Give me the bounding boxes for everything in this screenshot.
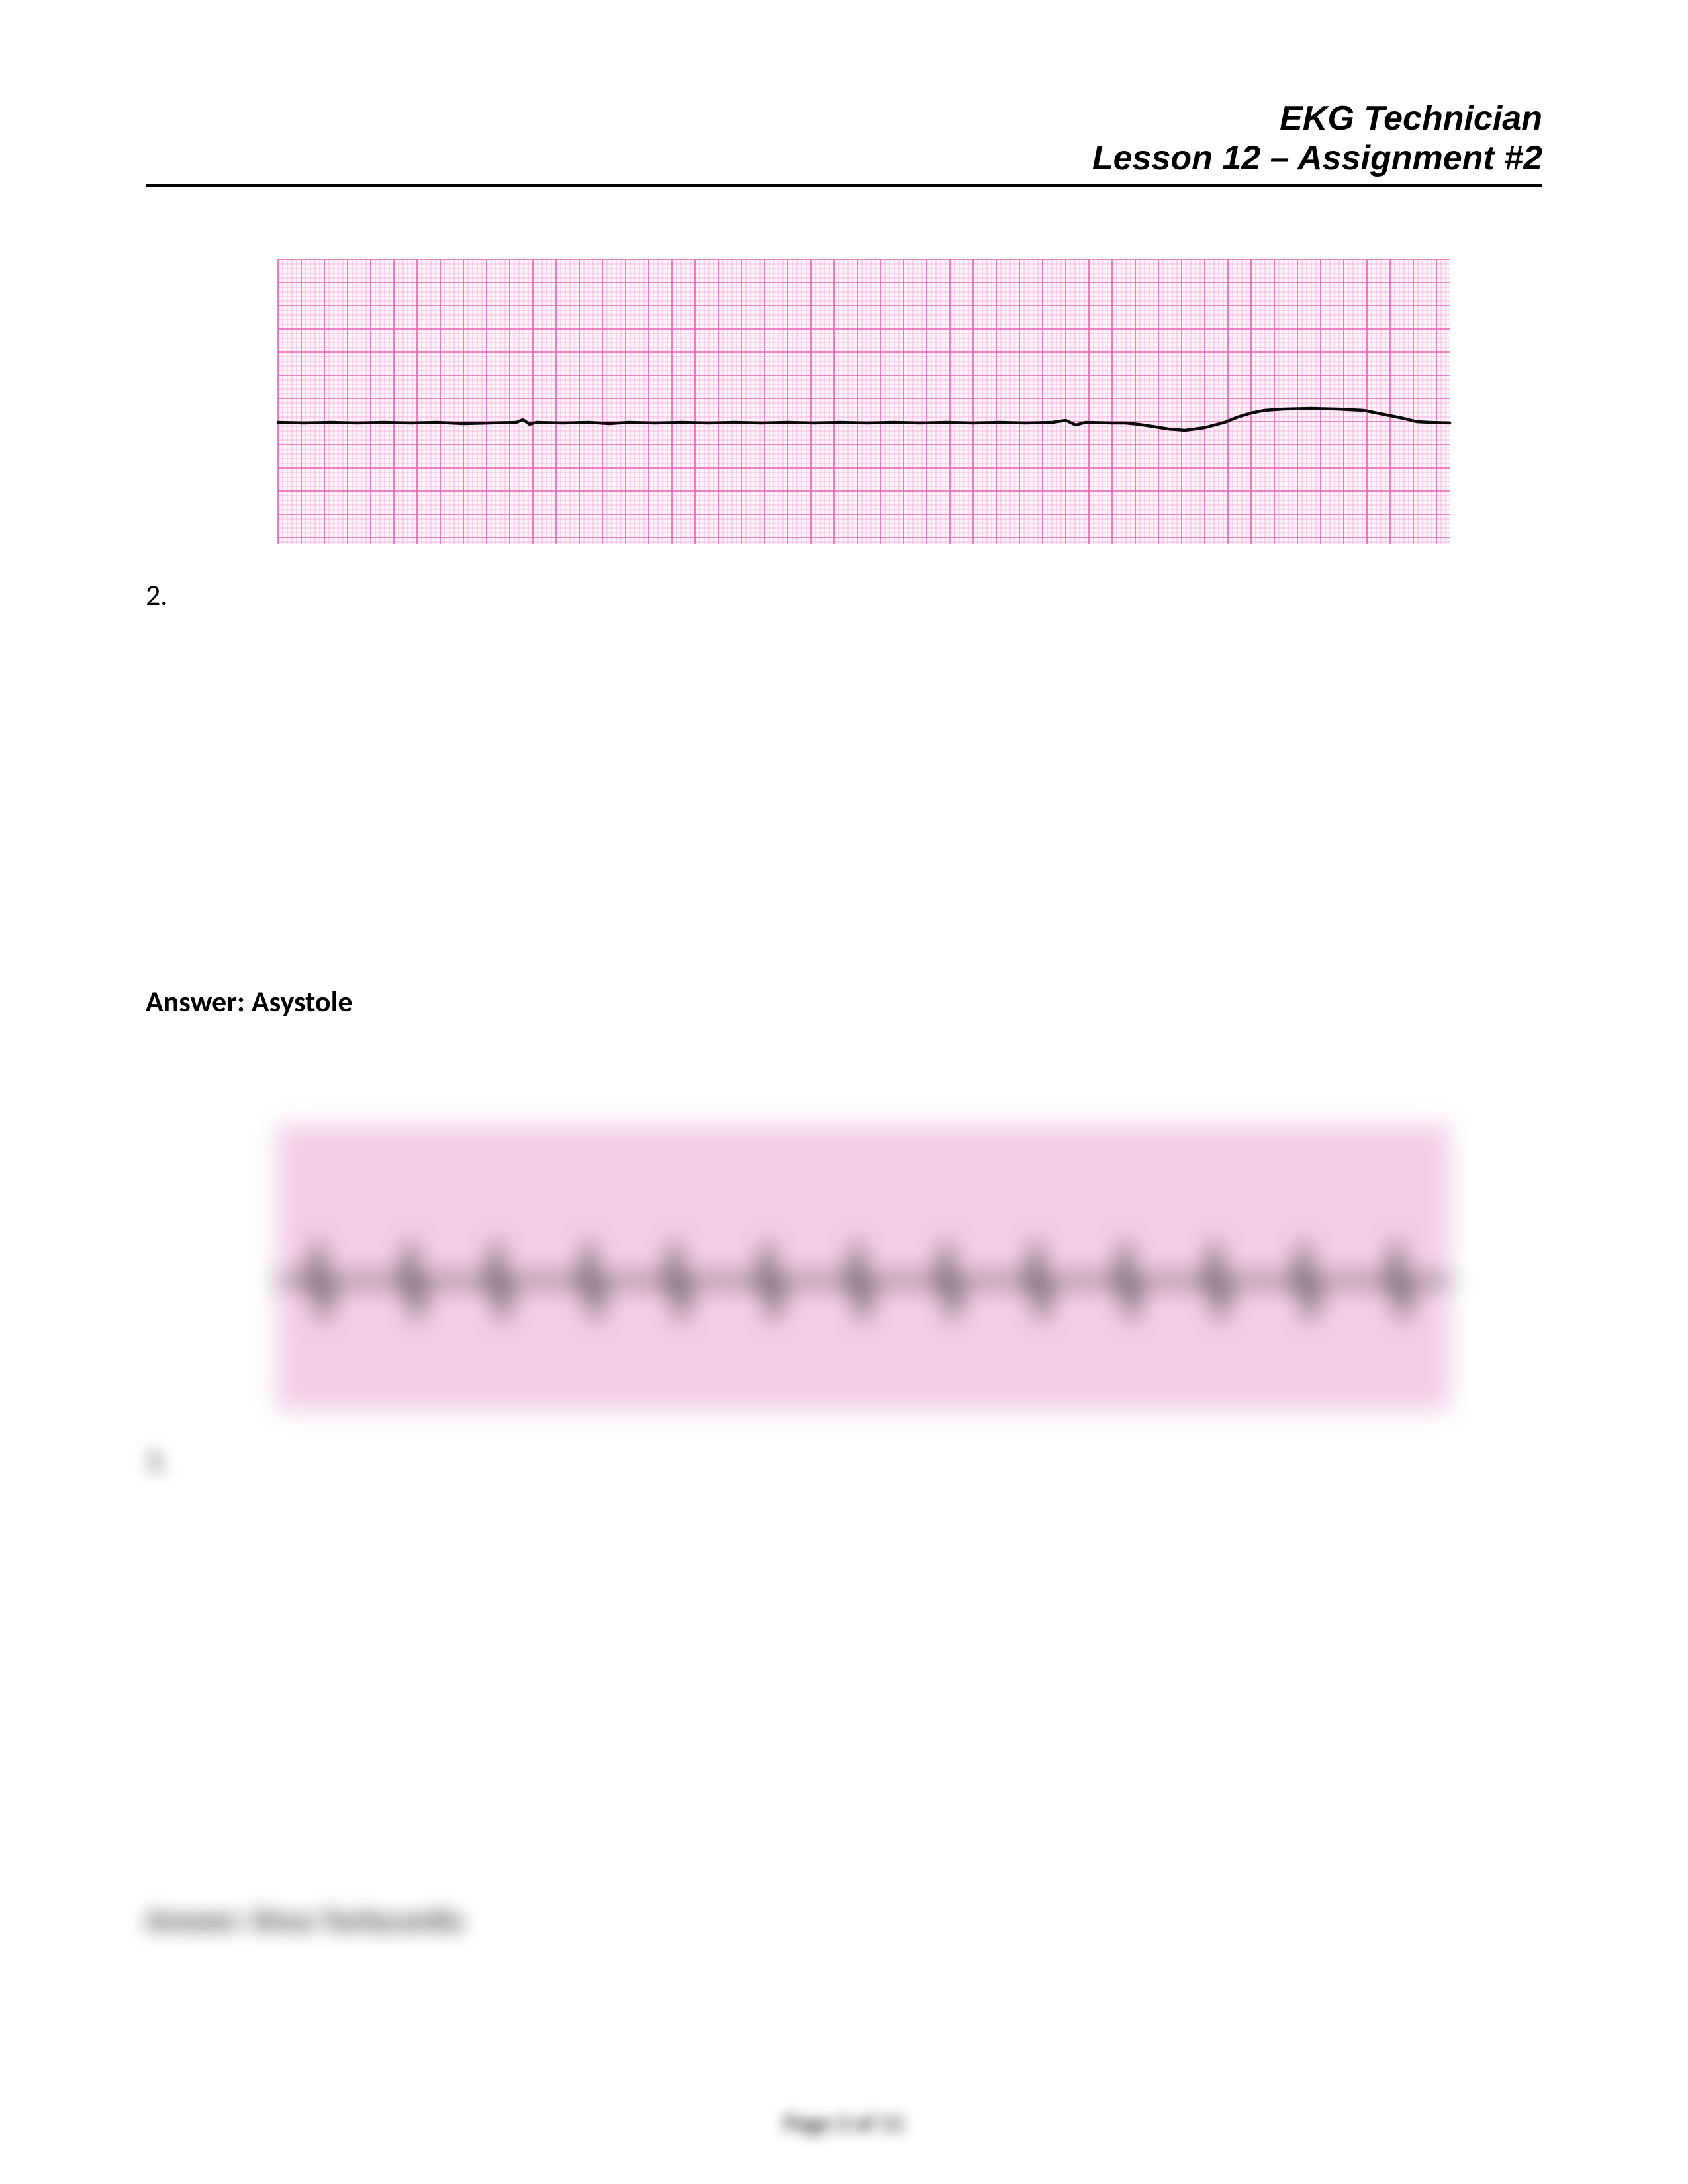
question-number-2: 2. [146,577,1542,613]
page-header: EKG Technician Lesson 12 – Assignment #2 [146,99,1542,187]
page-footer: Page 2 of 11 [784,2109,904,2138]
answer-1: Answer: Asystole [146,983,1542,1019]
header-title-1: EKG Technician [146,99,1542,139]
page: EKG Technician Lesson 12 – Assignment #2… [0,0,1688,2184]
question-number-3: 3. [146,1443,1542,1479]
header-title-2: Lesson 12 – Assignment #2 [146,139,1542,179]
answer-2: Answer: Sinus Tachycardia [146,1902,1542,1938]
ekg-strip-2-container [225,1125,1503,1410]
ekg-strip-1 [225,259,1503,544]
ekg-strip-2 [225,1125,1503,1410]
ekg-strip-1-container [225,259,1503,544]
